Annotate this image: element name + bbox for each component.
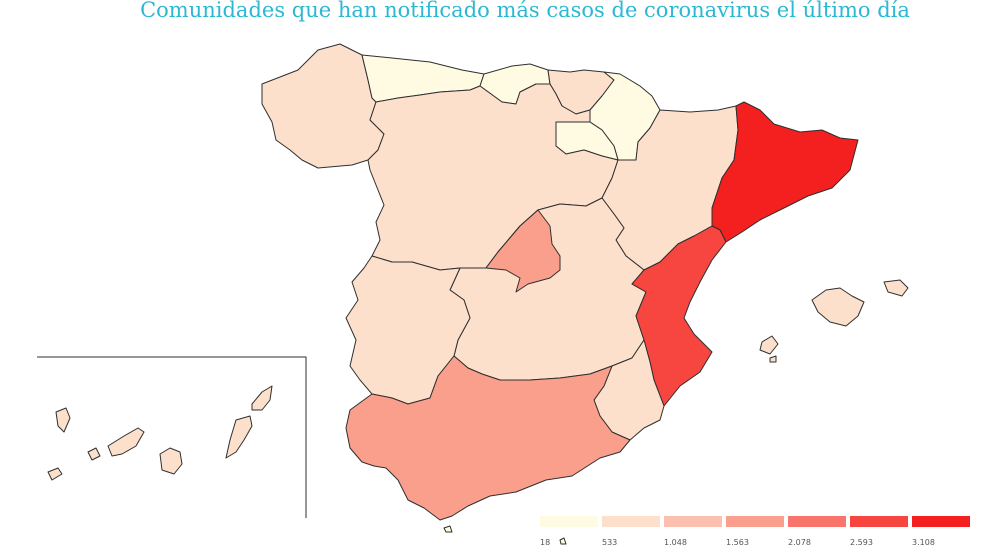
region-canarias-fuerteventura[interactable] xyxy=(225,415,253,459)
legend-label: 2.078 xyxy=(788,538,811,547)
region-canarias-gran-canaria[interactable] xyxy=(159,447,183,475)
region-canarias-el-hierro[interactable] xyxy=(47,467,63,481)
legend-swatch xyxy=(540,516,598,527)
legend-item: 2.078 xyxy=(788,516,848,547)
legend-swatch xyxy=(850,516,908,527)
legend-item: 3.108 xyxy=(912,516,972,547)
legend-label: 1.048 xyxy=(664,538,687,547)
map-title: Comunidades que han notificado más casos… xyxy=(140,0,910,22)
region-baleares-formentera[interactable] xyxy=(769,355,777,363)
region-cataluna[interactable] xyxy=(711,101,859,243)
region-canarias-lanzarote[interactable] xyxy=(251,385,273,411)
region-canarias-la-palma[interactable] xyxy=(55,407,71,433)
canarias-inset-frame xyxy=(37,356,307,518)
legend-label: 533 xyxy=(602,538,618,547)
region-baleares-menorca[interactable] xyxy=(883,279,909,297)
region-madrid[interactable] xyxy=(485,209,561,293)
legend-item: 2.593 xyxy=(850,516,910,547)
legend-item: 1.563 xyxy=(726,516,786,547)
legend-label: 2.593 xyxy=(850,538,873,547)
legend-swatch xyxy=(602,516,660,527)
legend-swatch xyxy=(664,516,722,527)
legend-label: 3.108 xyxy=(912,538,935,547)
region-andalucia[interactable] xyxy=(345,355,631,521)
legend-item: 18 xyxy=(540,516,600,547)
legend-swatch xyxy=(788,516,846,527)
legend-label: 1.563 xyxy=(726,538,749,547)
region-canarias-tenerife[interactable] xyxy=(107,427,145,457)
region-baleares-mallorca[interactable] xyxy=(811,287,865,327)
region-canarias-la-gomera[interactable] xyxy=(87,447,101,461)
legend-swatch xyxy=(912,516,970,527)
legend-label: 18 xyxy=(540,538,551,547)
region-baleares-ibiza[interactable] xyxy=(759,335,779,355)
legend-swatch xyxy=(726,516,784,527)
region-ceuta[interactable] xyxy=(443,525,453,533)
legend-item: 1.048 xyxy=(664,516,724,547)
region-comunitat-valenciana[interactable] xyxy=(631,225,727,407)
region-melilla[interactable] xyxy=(559,537,567,545)
legend-item: 533 xyxy=(602,516,662,547)
